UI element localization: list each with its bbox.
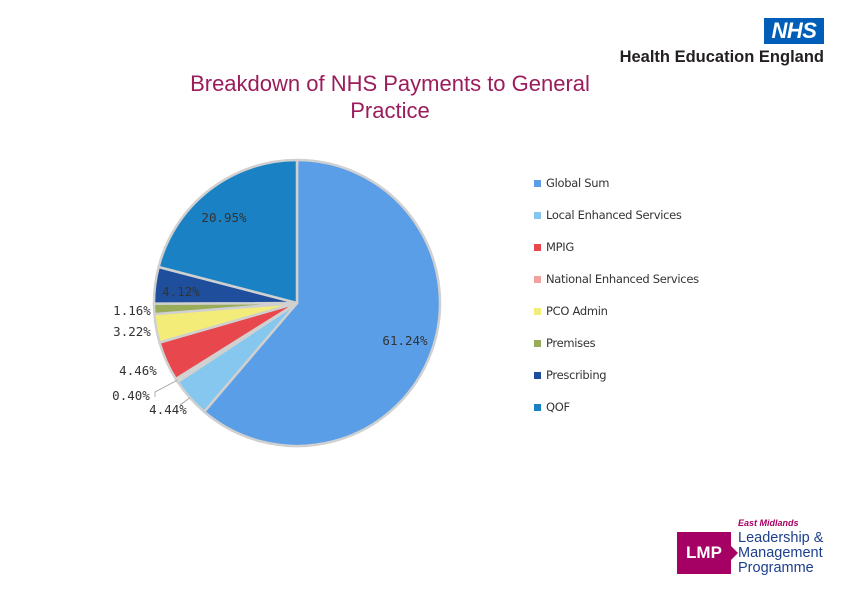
legend-label: Prescribing (546, 368, 607, 382)
legend-item-premises: Premises (534, 336, 699, 368)
legend-swatch (534, 404, 541, 411)
legend-label: QOF (546, 400, 570, 414)
lmp-arrow-icon (730, 545, 738, 561)
legend-label: Local Enhanced Services (546, 208, 682, 222)
legend-swatch (534, 340, 541, 347)
legend-swatch (534, 244, 541, 251)
pie-leader-line (179, 397, 191, 406)
legend-label: National Enhanced Services (546, 272, 699, 286)
legend-swatch (534, 372, 541, 379)
pie-leader-line (154, 380, 177, 397)
nhs-logo: NHS (764, 18, 824, 44)
pie-slice-qof (157, 158, 299, 305)
pie-label-prescribing: 4.12% (162, 284, 200, 299)
pie-label-local-enhanced-services: 4.44% (149, 402, 187, 417)
legend-label: Premises (546, 336, 596, 350)
legend-item-qof: QOF (534, 400, 699, 432)
legend-swatch (534, 276, 541, 283)
pie-label-qof: 20.95% (201, 210, 247, 225)
lmp-region: East Midlands (738, 518, 799, 528)
pie-label-mpig: 0.40% (112, 388, 150, 403)
lmp-programme-name: Leadership & Management Programme (738, 530, 824, 576)
pie-label-national-enhanced-services: 4.46% (119, 363, 157, 378)
legend-item-prescribing: Prescribing (534, 368, 699, 400)
pie-slice-global-sum (202, 158, 442, 448)
legend-label: MPIG (546, 240, 574, 254)
legend-label: Global Sum (546, 176, 610, 190)
organisation-name: Health Education England (619, 48, 824, 66)
chart-legend: Global Sum Local Enhanced Services MPIG Nat… (534, 176, 699, 432)
lmp-logo: LMP East Midlands Leadership & Managemen… (677, 518, 837, 578)
legend-swatch (534, 308, 541, 315)
pie-label-pco-admin: 3.22% (113, 324, 151, 339)
legend-label: PCO Admin (546, 304, 608, 318)
pie-label-global-sum: 61.24% (382, 333, 428, 348)
legend-item-global-sum: Global Sum (534, 176, 699, 208)
legend-item-mpig: MPIG (534, 240, 699, 272)
chart-title: Breakdown of NHS Payments to General Pra… (190, 71, 590, 123)
legend-swatch (534, 180, 541, 187)
legend-item-national-enhanced-services: National Enhanced Services (534, 272, 699, 304)
lmp-logo-box: LMP (677, 532, 731, 574)
legend-item-local-enhanced-services: Local Enhanced Services (534, 208, 699, 240)
legend-item-pco-admin: PCO Admin (534, 304, 699, 336)
pie-label-premises: 1.16% (113, 303, 151, 318)
legend-swatch (534, 212, 541, 219)
